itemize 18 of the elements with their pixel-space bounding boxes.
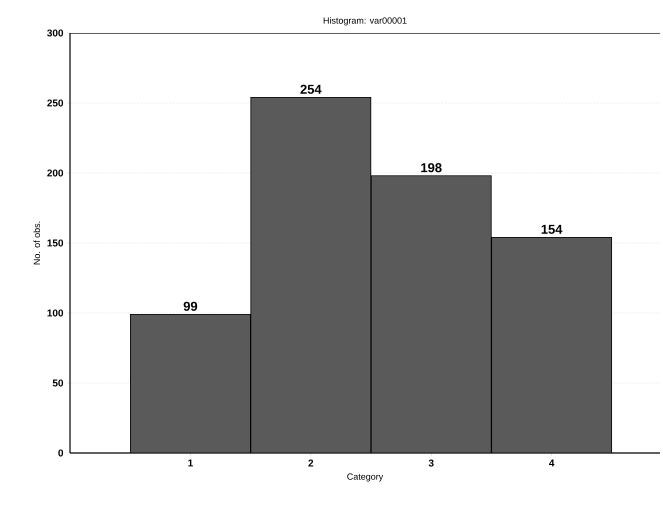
data-label: 198 (421, 163, 442, 172)
y-tick-label: 200 (47, 169, 64, 177)
y-tick-label: 0 (58, 449, 64, 457)
x-tick-label: 1 (188, 460, 193, 466)
x-tick-label: 3 (428, 460, 434, 467)
y-tick-label: 250 (47, 99, 64, 107)
data-label: 99 (184, 302, 198, 311)
x-axis-title: Category (347, 473, 384, 482)
y-tick-label: 150 (47, 239, 64, 247)
y-tick-label: 300 (47, 29, 64, 37)
y-tick-label: 100 (47, 309, 64, 317)
data-label: 254 (300, 84, 322, 94)
y-tick-label: 50 (52, 379, 64, 387)
x-tick-label: 2 (308, 460, 314, 466)
y-axis-title: No. of obs. (33, 222, 40, 264)
data-label: 154 (542, 224, 562, 234)
chart-title: Histogram: var00001 (324, 17, 407, 26)
x-tick-label: 4 (549, 460, 554, 466)
